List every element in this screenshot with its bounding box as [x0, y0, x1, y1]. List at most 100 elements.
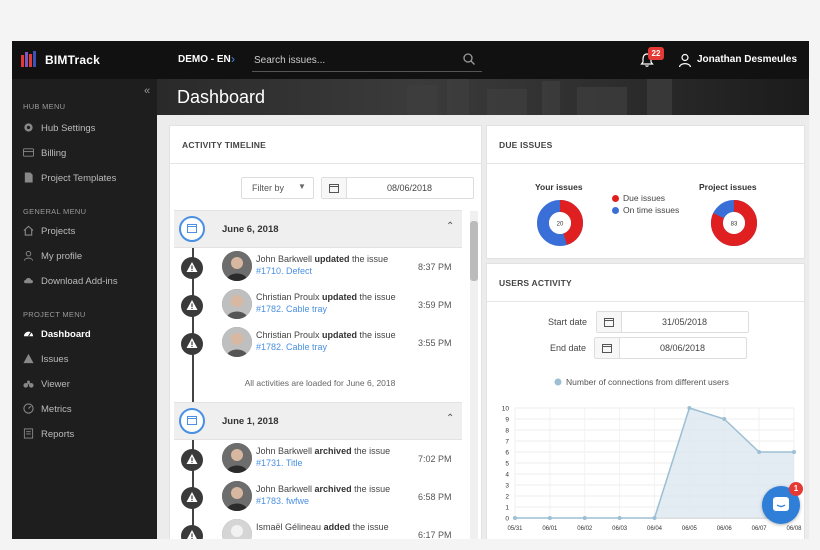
activity-suffix: the issue	[350, 522, 389, 532]
sidebar-item-billing[interactable]: Billing	[23, 145, 153, 163]
activity-item: John Barkwell archived the issue #1731. T…	[174, 440, 462, 478]
chat-button[interactable]: 1	[762, 482, 803, 524]
chart-data-point	[513, 516, 517, 520]
y-tick-label: 9	[505, 417, 509, 424]
activity-action: archived	[314, 446, 352, 456]
top-bar: BIMTrack DEMO - EN › 22 Jonathan Desmeul…	[12, 41, 809, 79]
sidebar-item-metrics[interactable]: Metrics	[23, 401, 153, 419]
avatar	[222, 481, 252, 511]
brand-name[interactable]: BIMTrack	[45, 53, 100, 67]
chart-data-point	[687, 406, 692, 410]
issue-link[interactable]: #1783. fwfwe	[256, 496, 310, 506]
warning-icon	[23, 353, 34, 364]
x-tick-label: 06/03	[612, 526, 628, 532]
sidebar-item-label: Issues	[41, 354, 69, 365]
divider	[170, 163, 481, 164]
y-tick-label: 4	[505, 472, 509, 479]
y-tick-label: 8	[505, 428, 509, 435]
page-title: Dashboard	[177, 87, 266, 107]
x-tick-label: 06/04	[647, 526, 663, 532]
scrollbar[interactable]	[470, 211, 478, 539]
activity-text: John Barkwell archived the issue #1783. f…	[256, 483, 416, 507]
issue-link[interactable]: #1731. Title	[256, 458, 303, 468]
legend-dot-on-time	[612, 207, 619, 214]
avatar	[222, 289, 252, 319]
end-date-label: End date	[550, 343, 587, 353]
calendar-icon[interactable]	[595, 338, 620, 358]
project-selector[interactable]: DEMO - EN	[178, 54, 231, 65]
user-menu[interactable]: Jonathan Desmeules	[697, 54, 798, 65]
activity-item: Ismaël Gélineau added the issue 6:17 PM	[174, 516, 462, 539]
search-icon[interactable]	[462, 52, 476, 66]
sidebar-item-hub-settings[interactable]: Hub Settings	[23, 120, 153, 138]
due-issues-card: DUE ISSUES Your issues 20 Due issues On …	[486, 125, 805, 259]
your-issues-count: 20	[557, 222, 564, 228]
calendar-icon[interactable]	[597, 312, 622, 332]
users-activity-chart: Number of connections from different use…	[502, 377, 802, 532]
activity-text: John Barkwell updated the issue #1710. De…	[256, 253, 416, 277]
notification-badge[interactable]: 22	[648, 47, 664, 60]
sidebar-item-viewer[interactable]: Viewer	[23, 376, 153, 394]
issue-link[interactable]: #1782. Cable tray	[256, 304, 328, 314]
activity-user: Christian Proulx	[256, 330, 320, 340]
chart-area-fill	[515, 408, 794, 518]
activity-action: updated	[314, 254, 350, 264]
users-activity-card: USERS ACTIVITY Start date 31/05/2018 End…	[486, 263, 805, 539]
document-icon	[24, 172, 33, 183]
sidebar-item-label: Viewer	[41, 379, 70, 390]
start-date-label: Start date	[548, 317, 588, 327]
activity-time: 7:02 PM	[418, 454, 452, 464]
issue-link[interactable]: #1710. Defect	[256, 266, 313, 276]
timeline-day-header[interactable]: June 6, 2018 ⌃	[174, 210, 462, 248]
sidebar-item-label: Metrics	[41, 404, 72, 415]
legend-on-time-issues: On time issues	[623, 205, 680, 215]
activity-user: Ismaël Gélineau	[256, 522, 322, 532]
activity-text: John Barkwell archived the issue #1731. T…	[256, 445, 416, 469]
x-tick-label: 06/08	[786, 526, 802, 532]
chart-data-point	[547, 516, 552, 520]
chevron-up-icon[interactable]: ⌃	[446, 413, 455, 424]
filter-by-dropdown[interactable]: Filter by ▼	[241, 177, 314, 199]
search-input[interactable]	[252, 49, 456, 71]
collapse-sidebar-icon[interactable]: «	[144, 85, 151, 97]
sidebar-item-issues[interactable]: Issues	[23, 351, 153, 369]
scrollbar-thumb[interactable]	[470, 221, 478, 281]
banner-building	[487, 89, 527, 115]
sidebar-item-label: My profile	[41, 251, 83, 262]
activity-timeline-card: ACTIVITY TIMELINE Filter by ▼ 08/06/2018…	[169, 125, 482, 539]
sidebar-item-project-templates[interactable]: Project Templates	[23, 170, 153, 188]
start-date-picker[interactable]: 31/05/2018	[596, 311, 749, 333]
project-issues-donut[interactable]: 83	[709, 198, 759, 248]
activity-time: 6:58 PM	[418, 492, 452, 502]
y-tick-label: 6	[505, 450, 509, 457]
your-issues-donut[interactable]: 20	[535, 198, 585, 248]
app-window: BIMTrack DEMO - EN › 22 Jonathan Desmeul…	[12, 41, 809, 539]
project-issues-count: 83	[731, 222, 738, 228]
end-date-picker[interactable]: 08/06/2018	[594, 337, 747, 359]
chevron-up-icon[interactable]: ⌃	[446, 221, 455, 232]
issue-link[interactable]: #1782. Cable tray	[256, 342, 328, 352]
user-icon[interactable]	[677, 52, 693, 68]
sidebar-item-my-profile[interactable]: My profile	[23, 248, 153, 266]
chevron-right-icon[interactable]: ›	[231, 52, 235, 66]
calendar-icon[interactable]	[322, 178, 347, 198]
timeline-day-header[interactable]: June 1, 2018 ⌃	[174, 402, 462, 440]
legend-dot-due	[612, 195, 619, 202]
activity-suffix: the issue	[357, 330, 396, 340]
sidebar-item-download-add-ins[interactable]: Download Add-ins	[23, 273, 153, 291]
y-tick-label: 2	[505, 494, 509, 501]
sidebar-item-projects[interactable]: Projects	[23, 223, 153, 241]
sidebar-item-label: Hub Settings	[41, 123, 96, 134]
legend-due-issues: Due issues	[623, 193, 666, 203]
chat-badge: 1	[789, 482, 803, 496]
warning-icon	[181, 487, 203, 509]
sidebar-item-reports[interactable]: Reports	[23, 426, 153, 444]
divider	[487, 301, 804, 302]
x-tick-label: 06/07	[752, 526, 768, 532]
sidebar-item-dashboard[interactable]: Dashboard	[23, 326, 153, 344]
sidebar-item-label: Dashboard	[41, 329, 91, 340]
banner-building	[647, 79, 672, 115]
bimtrack-logo-icon[interactable]	[20, 50, 40, 70]
activity-date-picker[interactable]: 08/06/2018	[321, 177, 474, 199]
activity-user: John Barkwell	[256, 446, 313, 456]
